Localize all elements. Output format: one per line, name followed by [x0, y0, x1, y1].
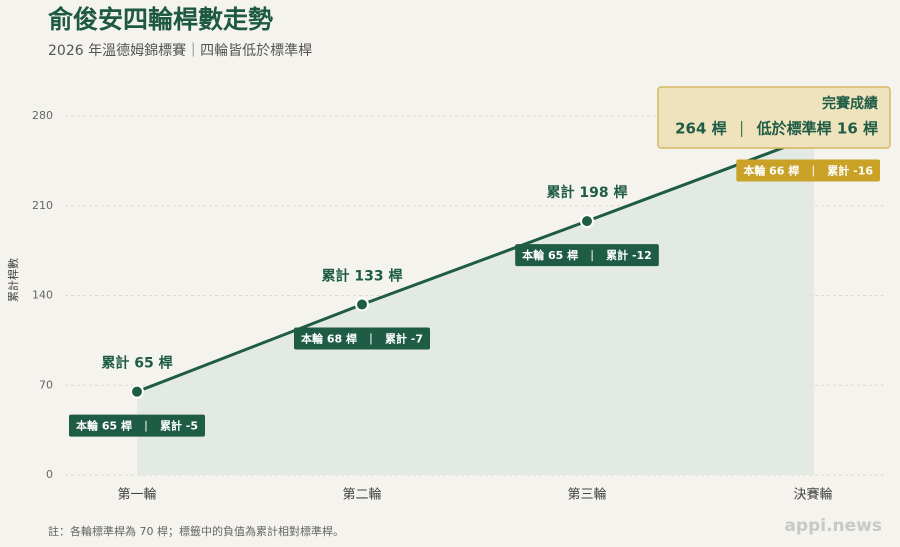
round-label: 本輪 66 桿	[743, 164, 799, 178]
callout-bg	[657, 86, 891, 149]
cumulative-label: 累計 -7	[385, 331, 423, 345]
point	[355, 297, 369, 312]
round-box-bg	[736, 159, 880, 182]
round-label: 本輪 68 桿	[301, 331, 357, 345]
footnote: 註：各輪標準桿為 70 桿；標籤中的負值為累計相對標準桿。	[48, 524, 344, 538]
line	[136, 135, 814, 394]
value-label: 累計 65 桿	[101, 355, 172, 372]
callout-total: 264 桿	[675, 120, 727, 138]
point	[130, 384, 144, 399]
round-box: 本輪 66 桿 累計 -16	[736, 159, 880, 182]
point	[580, 214, 594, 229]
chart-subtitle: 2026 年溫德姆錦標賽｜四輪皆低於標準桿	[48, 42, 312, 59]
chart-title: 俞俊安四輪桿數走勢	[47, 5, 273, 34]
y-tick-label: 70	[39, 378, 53, 391]
callout-title: 完賽成績	[822, 95, 878, 112]
y-axis-label: 累計桿數	[6, 258, 20, 302]
area	[137, 136, 813, 475]
callout-detail: 低於標準桿 16 桿	[756, 120, 878, 138]
round-label: 本輪 65 桿	[76, 419, 132, 433]
x-tick-label: 第二輪	[342, 487, 381, 503]
x-tick-label: 決賽輪	[793, 487, 832, 503]
value-label: 累計 198 桿	[547, 184, 628, 201]
y-tick-label: 280	[32, 109, 53, 122]
round-box-bg	[293, 327, 431, 350]
cumulative-label: 累計 -16	[827, 164, 873, 178]
x-tick-label: 第一輪	[117, 487, 156, 503]
y-tick-label: 0	[46, 468, 53, 481]
cumulative-label: 累計 -5	[160, 419, 198, 433]
watermark: appi.news	[784, 516, 882, 536]
x-tick-label: 第三輪	[567, 487, 606, 503]
round-box-bg	[515, 244, 659, 267]
y-tick-label: 140	[32, 289, 53, 302]
value-label: 累計 133 桿	[322, 267, 403, 284]
round-box: 本輪 65 桿 累計 -12	[515, 244, 659, 267]
round-box-bg	[68, 414, 206, 437]
round-label: 本輪 65 桿	[522, 248, 578, 262]
y-tick-label: 210	[32, 199, 53, 212]
round-box: 本輪 65 桿 累計 -5	[68, 414, 206, 437]
round-box: 本輪 68 桿 累計 -7	[293, 327, 431, 350]
cumulative-label: 累計 -12	[606, 248, 652, 262]
